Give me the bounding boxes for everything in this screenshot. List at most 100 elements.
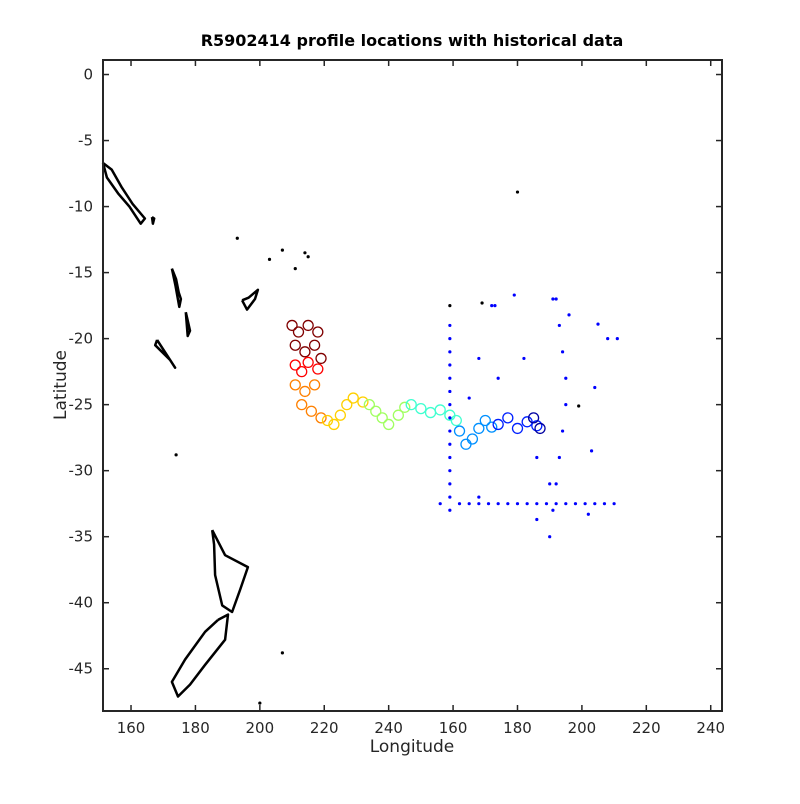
profile-marker — [315, 412, 327, 424]
historical-point — [548, 482, 552, 486]
historical-point — [554, 502, 558, 506]
historical-point — [467, 396, 471, 400]
historical-point — [448, 429, 452, 433]
historical-point — [438, 502, 442, 506]
historical-point — [615, 337, 619, 341]
historical-point — [560, 429, 565, 433]
historical-point — [583, 502, 587, 506]
historical-point — [525, 502, 529, 506]
profile-marker — [334, 409, 347, 421]
historical-point — [448, 442, 452, 446]
profile-marker — [450, 414, 462, 427]
profile-marker — [357, 396, 369, 408]
historical-point — [477, 356, 481, 361]
historical-point — [448, 495, 452, 499]
historical-point — [596, 322, 600, 326]
x-tick-label: 200 — [246, 719, 275, 737]
y-tick-label: -10 — [69, 198, 94, 216]
y-tick-label: -45 — [69, 660, 94, 678]
y-tick-label: -5 — [78, 132, 93, 150]
x-tick-label: 220 — [632, 719, 661, 737]
profile-marker — [341, 398, 353, 411]
profile-marker — [521, 416, 533, 428]
historical-point — [554, 482, 558, 486]
profile-marker — [492, 418, 504, 431]
historical-point — [593, 385, 597, 390]
historical-point — [602, 502, 607, 506]
historical-point — [448, 482, 452, 486]
historical-point — [612, 502, 616, 506]
x-tick-label: 240 — [374, 719, 403, 737]
profile-marker — [305, 405, 318, 417]
profile-marker — [302, 319, 314, 332]
profile-marker — [328, 418, 340, 431]
profile-marker — [286, 319, 298, 332]
historical-point — [551, 297, 555, 301]
historical-point — [480, 301, 484, 305]
x-tick-label: 180 — [503, 719, 532, 737]
profile-marker — [486, 421, 498, 433]
historical-point — [303, 251, 307, 255]
historical-point — [490, 304, 494, 308]
historical-point — [522, 356, 526, 361]
historical-point — [448, 337, 452, 341]
historical-point — [564, 376, 568, 380]
profile-marker — [292, 326, 305, 338]
y-tick-label: -30 — [69, 462, 94, 480]
profile-marker — [376, 412, 388, 424]
historical-point — [280, 651, 284, 655]
profile-marker — [392, 409, 404, 421]
historical-point — [467, 502, 471, 506]
historical-point — [577, 404, 581, 408]
historical-point — [557, 323, 561, 328]
profile-marker — [312, 363, 324, 375]
historical-point — [457, 502, 462, 506]
historical-point — [496, 502, 500, 506]
profile-marker — [531, 420, 543, 432]
historical-point — [544, 502, 549, 506]
historical-point — [506, 502, 510, 506]
historical-point — [560, 350, 565, 354]
historical-point — [486, 502, 491, 506]
historical-point — [448, 376, 452, 380]
axes-box — [102, 59, 723, 712]
historical-point — [448, 323, 452, 328]
profile-marker — [415, 402, 427, 415]
x-tick-label: 160 — [117, 719, 146, 737]
historical-point — [535, 502, 539, 506]
historical-point — [557, 455, 561, 460]
y-tick-label: -20 — [69, 330, 94, 348]
historical-point — [554, 297, 558, 301]
profile-marker — [466, 433, 479, 445]
historical-point — [448, 350, 452, 354]
historical-point — [535, 517, 539, 522]
profile-marker — [399, 401, 411, 413]
historical-point — [496, 376, 500, 380]
historical-point — [515, 190, 520, 194]
profile-marker — [363, 398, 375, 411]
historical-point — [477, 495, 481, 499]
x-tick-label: 180 — [181, 719, 210, 737]
historical-point — [448, 389, 452, 394]
profile-marker — [312, 326, 324, 338]
y-tick-label: -40 — [69, 594, 94, 612]
profile-marker — [347, 392, 359, 404]
profile-marker — [479, 414, 491, 427]
x-tick-label: 240 — [696, 719, 725, 737]
y-axis-label: Latitude — [51, 350, 71, 420]
profile-marker — [296, 398, 308, 411]
profile-marker — [527, 412, 540, 424]
historical-point — [551, 508, 555, 512]
profile-marker — [511, 422, 524, 435]
historical-point — [493, 304, 497, 308]
profile-marker — [302, 356, 314, 369]
historical-point — [564, 502, 568, 506]
profile-marker — [534, 422, 546, 435]
x-tick-label: 200 — [568, 719, 597, 737]
x-tick-label: 160 — [439, 719, 468, 737]
x-tick-label: 220 — [310, 719, 339, 737]
historical-point — [535, 455, 539, 460]
historical-point — [174, 453, 178, 457]
